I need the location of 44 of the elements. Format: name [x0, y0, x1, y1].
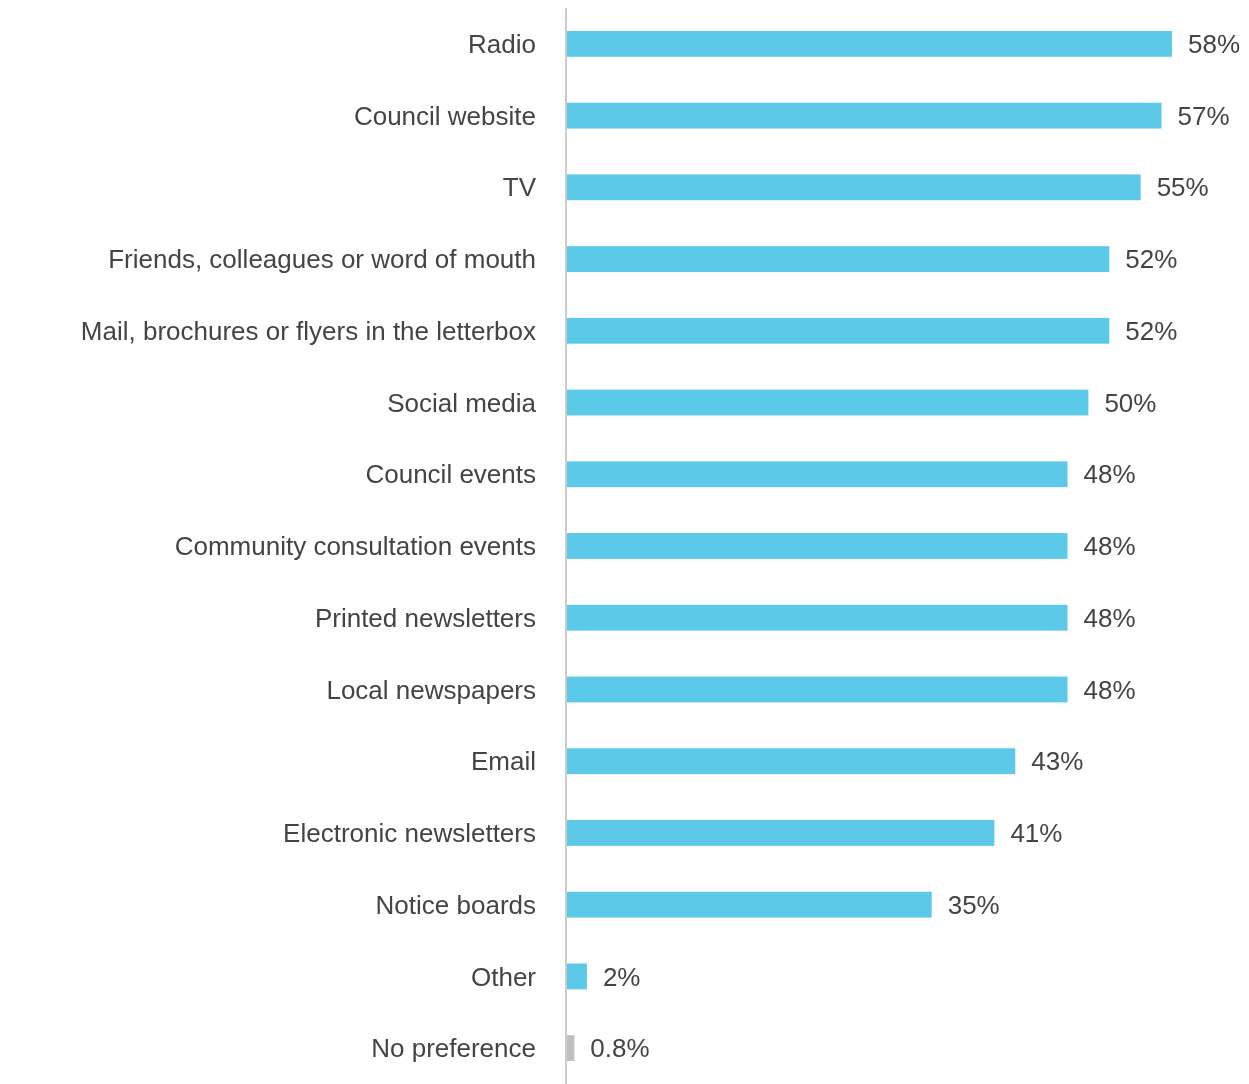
data-label: 48% — [1083, 459, 1136, 490]
data-label: 0.8% — [590, 1033, 650, 1064]
data-label: 43% — [1031, 746, 1084, 777]
data-label: 58% — [1188, 28, 1241, 59]
data-label: 48% — [1083, 674, 1136, 705]
y-tick-label: No preference — [371, 1033, 536, 1064]
bar — [566, 461, 1068, 488]
y-tick-label: Other — [470, 961, 537, 992]
y-tick-label: Council website — [353, 100, 536, 131]
data-label: 52% — [1125, 315, 1178, 346]
y-tick-label: Friends, colleagues or word of mouth — [108, 244, 536, 275]
data-label: 48% — [1083, 602, 1136, 633]
data-label: 48% — [1083, 531, 1136, 562]
data-label: 50% — [1104, 387, 1157, 418]
bar — [566, 102, 1162, 129]
y-tick-label: Notice boards — [375, 889, 536, 920]
bar — [566, 246, 1110, 272]
bar — [566, 748, 1016, 775]
bar — [566, 891, 932, 918]
data-label: 35% — [947, 889, 1000, 920]
data-label: 55% — [1156, 172, 1209, 203]
data-label: 52% — [1125, 244, 1178, 275]
y-tick-label: Mail, brochures or flyers in the letterbox — [80, 315, 536, 346]
bar — [566, 533, 1068, 559]
bar — [566, 317, 1110, 344]
y-tick-label: Social media — [387, 387, 537, 418]
bar — [566, 963, 587, 990]
y-tick-label: Community consultation events — [174, 531, 536, 562]
y-tick-label: TV — [502, 172, 537, 203]
y-tick-label: Electronic newsletters — [283, 818, 536, 849]
data-label: 57% — [1177, 100, 1230, 131]
bar — [566, 604, 1068, 631]
bar — [566, 30, 1172, 57]
y-tick-label: Printed newsletters — [314, 602, 536, 633]
y-tick-label: Council events — [365, 459, 536, 490]
y-tick-label: Email — [470, 746, 536, 777]
bar — [566, 389, 1089, 416]
bar — [566, 676, 1068, 703]
data-label: 41% — [1010, 818, 1063, 849]
y-tick-label: Radio — [468, 28, 536, 59]
bar — [566, 820, 995, 846]
y-tick-label: Local newspapers — [326, 674, 536, 705]
bar — [566, 174, 1141, 201]
data-label: 2% — [602, 961, 641, 992]
